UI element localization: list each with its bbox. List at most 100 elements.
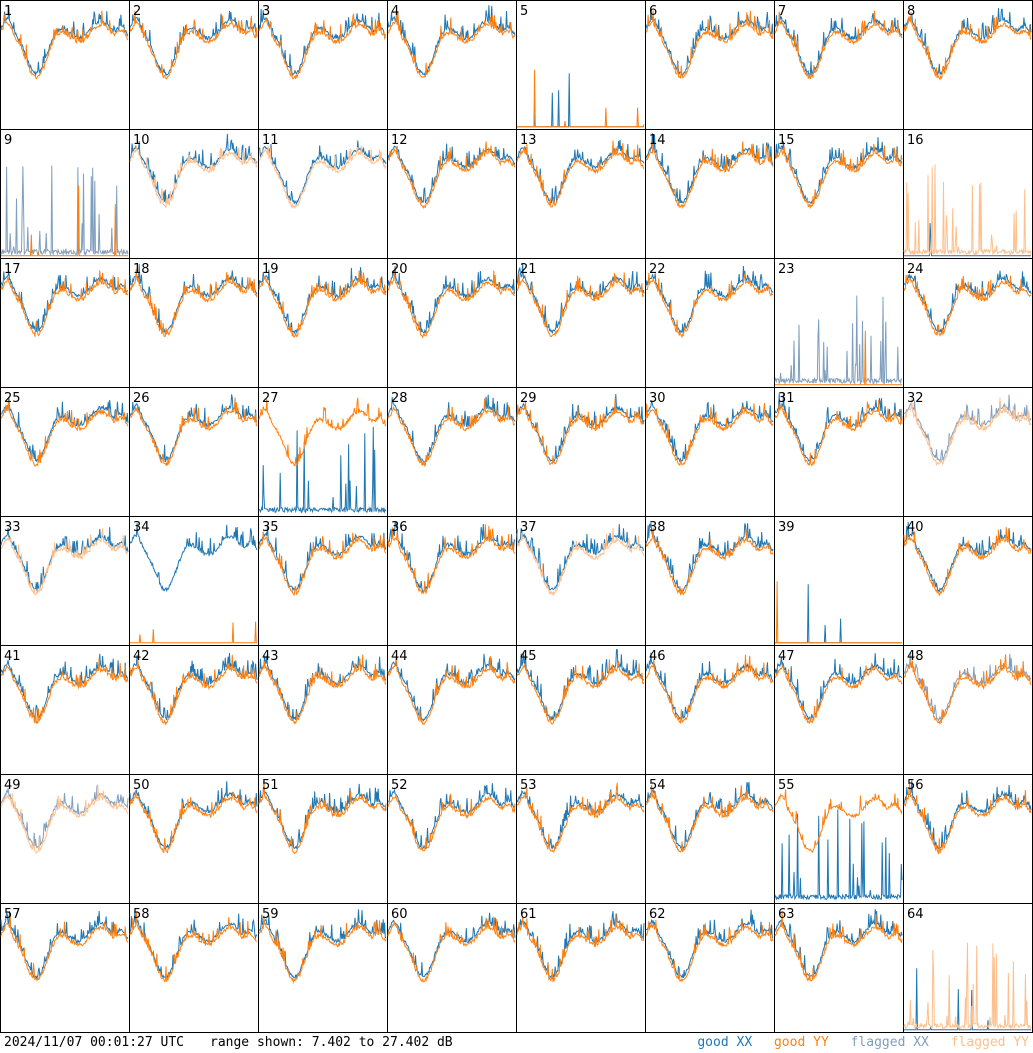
panel-13: 13 (516, 129, 646, 259)
series-good-yy (258, 915, 387, 984)
panel-label: 60 (391, 907, 408, 922)
panel-42: 42 (129, 645, 259, 775)
panel-35: 35 (258, 516, 388, 646)
series-good-yy (774, 789, 903, 854)
series-good-yy (0, 400, 129, 467)
panel-frame (387, 645, 517, 775)
panel-34: 34 (129, 516, 259, 646)
panel-frame (258, 774, 388, 904)
series-good-yy (645, 272, 774, 339)
panel-frame (129, 387, 259, 517)
panel-7: 7 (774, 0, 904, 130)
panel-29: 29 (516, 387, 646, 517)
panel-5: 5 (516, 0, 646, 130)
series-good-yy (129, 911, 258, 983)
panel-label: 27 (262, 391, 279, 406)
panel-label: 42 (133, 649, 150, 664)
timestamp: 2024/11/07 00:01:27 UTC (4, 1035, 185, 1050)
panel-frame (387, 774, 517, 904)
panel-label: 33 (4, 520, 21, 535)
series-flagged-xx (0, 165, 129, 257)
panel-64: 64 (903, 903, 1033, 1033)
panel-36: 36 (387, 516, 517, 646)
series-good-yy (516, 398, 645, 465)
panel-label: 56 (907, 778, 924, 793)
series-good-xx (904, 222, 1031, 257)
panel-1: 1 (0, 0, 130, 130)
series-good-xx (774, 909, 903, 978)
panel-label: 57 (4, 907, 21, 922)
series-good-yy (129, 10, 258, 80)
panel-label: 48 (907, 649, 924, 664)
panel-58: 58 (129, 903, 259, 1033)
panel-37: 37 (516, 516, 646, 646)
series-good-yy (258, 397, 387, 467)
series-good-yy (130, 621, 257, 644)
series-flagged-xx (774, 295, 903, 386)
panel-frame (129, 516, 259, 646)
panel-label: 7 (778, 4, 786, 19)
series-good-xx (129, 133, 258, 204)
series-good-yy (258, 654, 387, 725)
panel-14: 14 (645, 129, 775, 259)
panel-23: 23 (774, 258, 904, 388)
series-flagged-yy (258, 145, 387, 210)
panel-41: 41 (0, 645, 130, 775)
panel-56: 56 (903, 774, 1033, 904)
series-good-yy (645, 784, 774, 853)
panel-24: 24 (903, 258, 1033, 388)
panel-label: 49 (4, 778, 21, 793)
series-good-yy (129, 268, 258, 337)
series-good-yy (387, 9, 516, 78)
panel-label: 12 (391, 133, 408, 148)
panel-48: 48 (903, 645, 1033, 775)
panel-label: 37 (520, 520, 537, 535)
panel-frame (516, 645, 646, 775)
panel-label: 18 (133, 262, 150, 277)
panel-label: 44 (391, 649, 408, 664)
panel-28: 28 (387, 387, 517, 517)
series-flagged-yy (516, 528, 645, 597)
panel-53: 53 (516, 774, 646, 904)
panel-label: 38 (649, 520, 666, 535)
series-good-yy (0, 270, 129, 337)
panel-frame (516, 129, 646, 259)
panel-label: 15 (778, 133, 795, 148)
series-good-yy (0, 657, 129, 724)
series-good-xx (258, 140, 387, 205)
series-good-yy (903, 654, 1032, 725)
panel-frame (774, 516, 904, 646)
legend-good-yy: good YY (773, 1035, 829, 1050)
panel-label: 1 (4, 4, 12, 19)
panel-label: 54 (649, 778, 666, 793)
panel-label: 52 (391, 778, 408, 793)
panel-6: 6 (645, 0, 775, 130)
series-good-xx (774, 137, 903, 205)
panel-label: 4 (391, 4, 399, 19)
series-good-yy (387, 269, 516, 339)
panel-10: 10 (129, 129, 259, 259)
panel-frame (387, 258, 517, 388)
panel-label: 39 (778, 520, 795, 535)
panel-frame (516, 0, 646, 130)
series-flagged-yy (0, 528, 129, 596)
series-flagged-xx (903, 394, 1032, 463)
panel-4: 4 (387, 0, 517, 130)
panel-45: 45 (516, 645, 646, 775)
panel-label: 30 (649, 391, 666, 406)
series-good-yy (645, 402, 774, 467)
series-good-yy (387, 793, 516, 852)
panel-frame (774, 387, 904, 517)
panel-50: 50 (129, 774, 259, 904)
panel-61: 61 (516, 903, 646, 1033)
series-good-yy (387, 655, 516, 726)
panel-label: 8 (907, 4, 915, 19)
panel-label: 62 (649, 907, 666, 922)
panel-label: 10 (133, 133, 150, 148)
panel-38: 38 (645, 516, 775, 646)
panel-frame (516, 516, 646, 646)
series-good-yy (258, 13, 387, 80)
panel-9: 9 (0, 129, 130, 259)
series-flagged-yy (903, 397, 1032, 467)
panel-frame (903, 774, 1033, 904)
